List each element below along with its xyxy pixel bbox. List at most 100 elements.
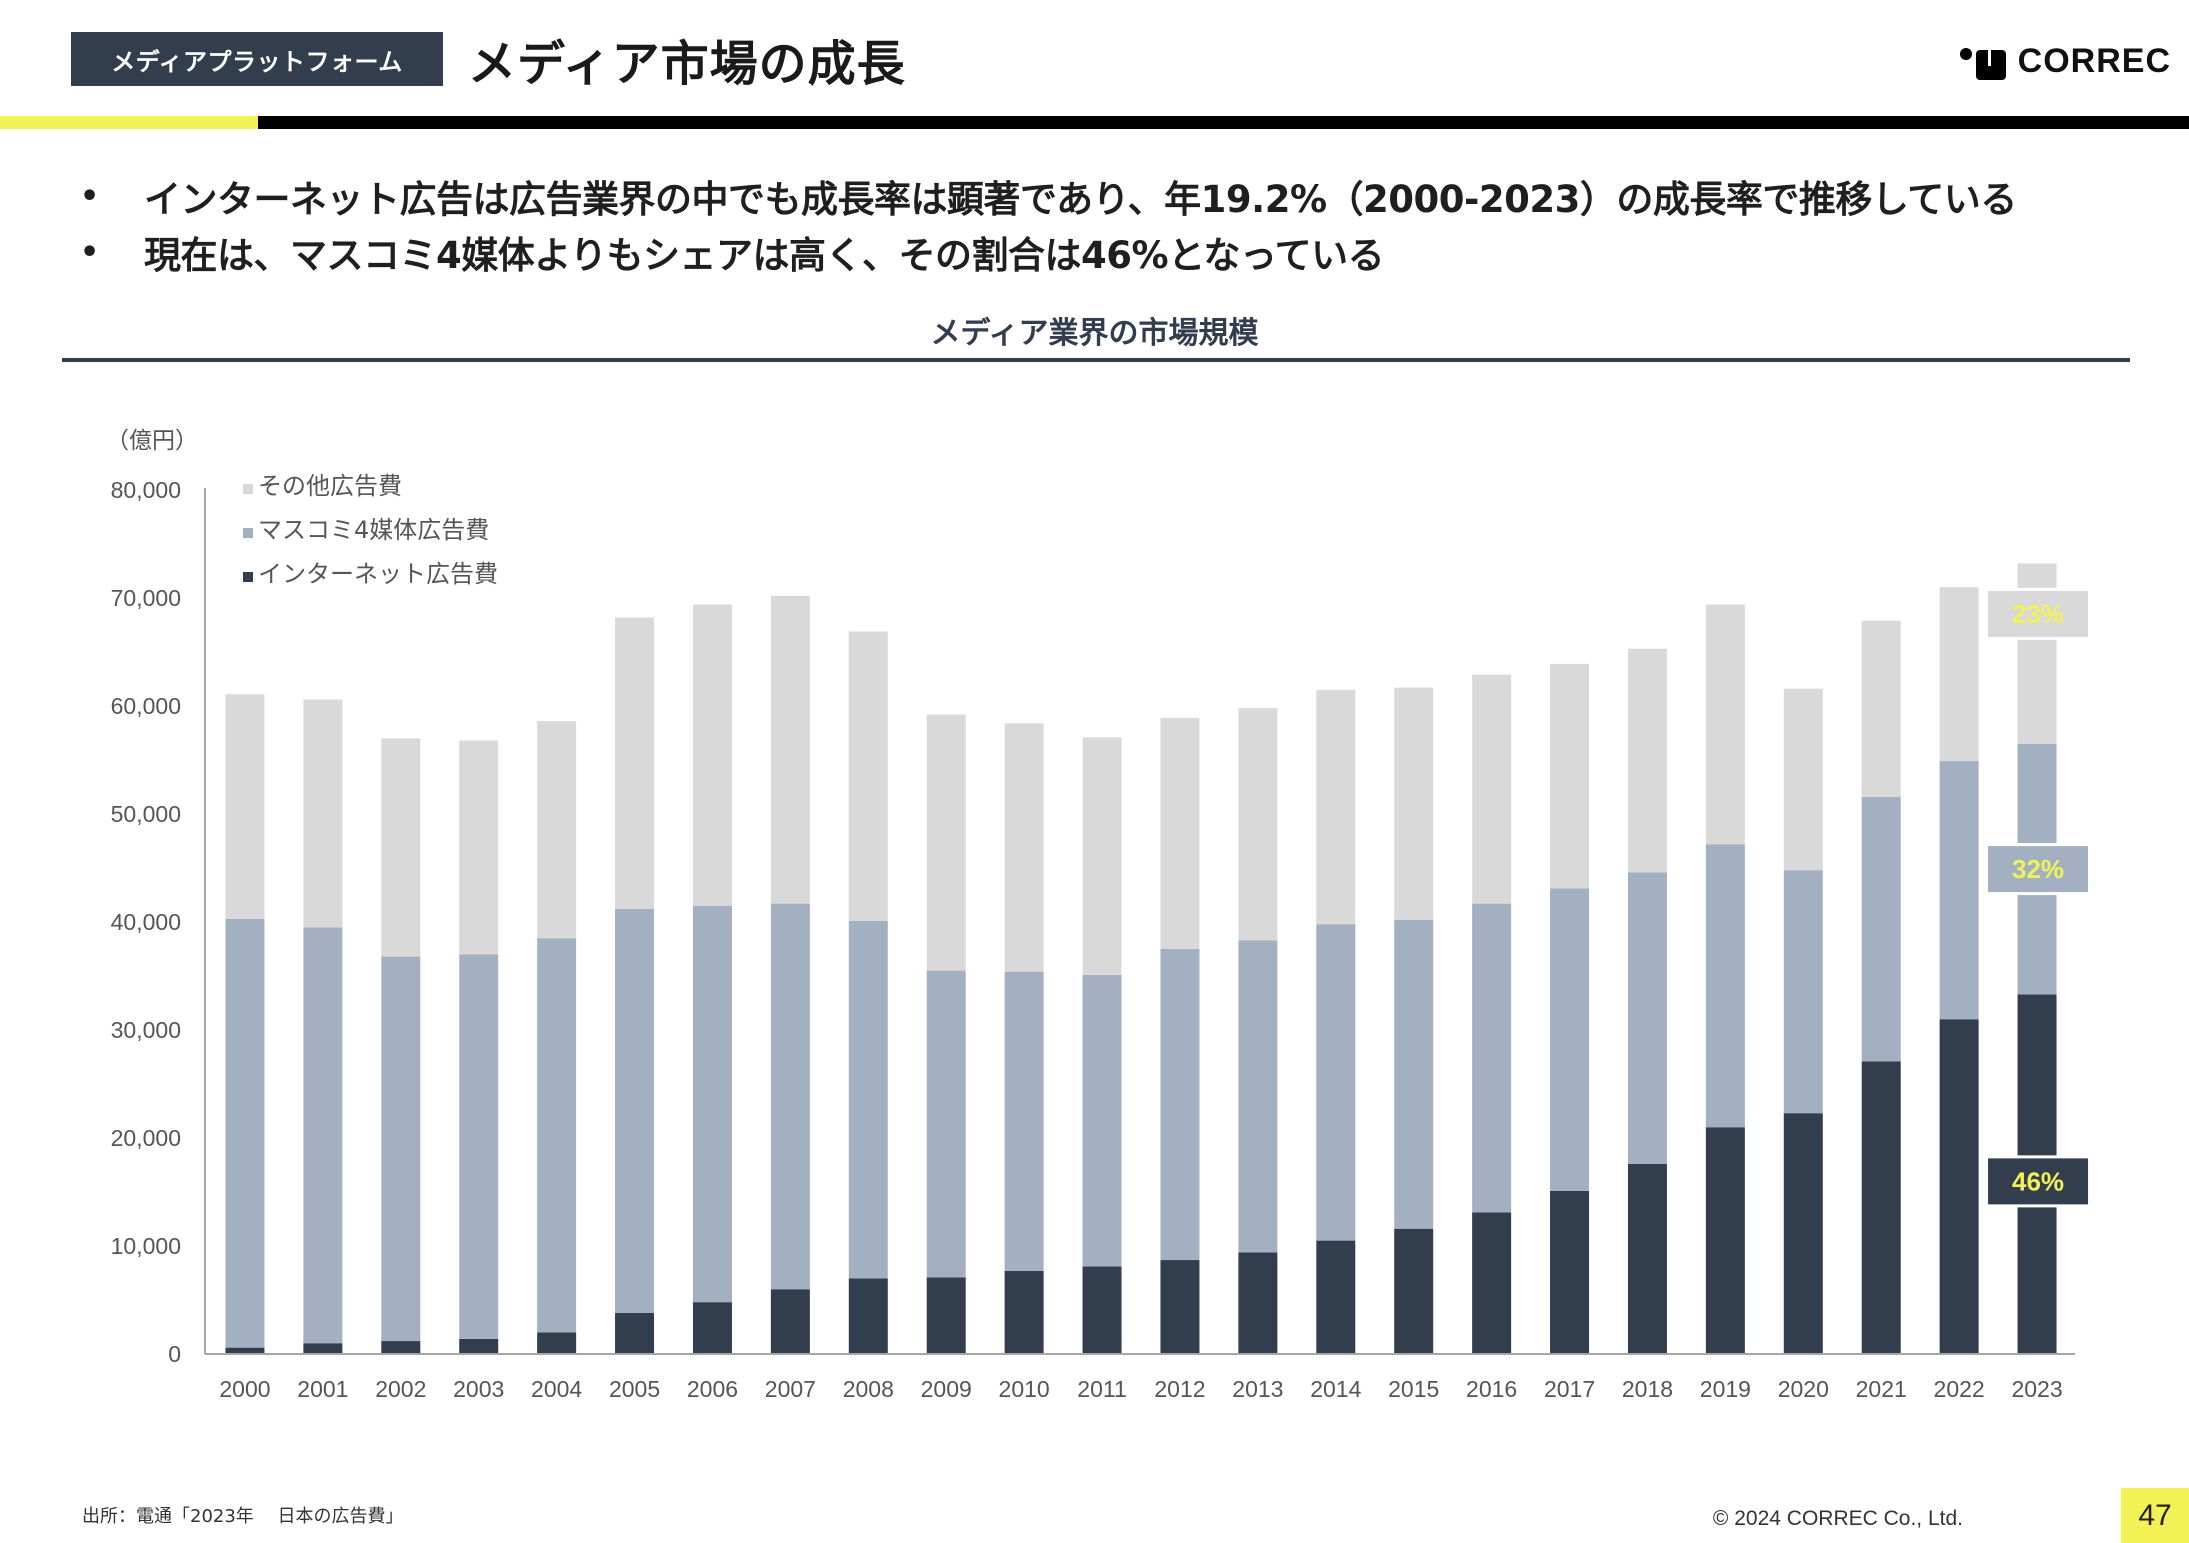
y-axis-ticks: 0 10,000 20,000 30,000 40,000 50,000 60,000 70,… [111, 477, 181, 1367]
bar-segment [381, 956, 421, 1342]
bar-segment [848, 631, 888, 921]
share-callout-box [1988, 1158, 2089, 1205]
x-tick-label: 2004 [531, 1376, 582, 1402]
share-callout-label: 46% [2012, 1166, 2064, 1196]
page-title: メディア市場の成長 [468, 36, 906, 92]
bar-segment [1939, 1019, 1979, 1354]
chart-title: メディア業界の市場規模 [930, 316, 1259, 351]
x-tick-label: 2006 [687, 1376, 738, 1402]
bullet-icon: • [80, 234, 99, 270]
y-tick-label: 80,000 [111, 477, 181, 503]
logo-text: CORREC [2017, 42, 2171, 80]
y-tick-label: 20,000 [111, 1125, 181, 1151]
bar-segment [303, 927, 343, 1344]
bar-segment [459, 954, 499, 1339]
bar-segment [1394, 1228, 1434, 1354]
bar-segment [1627, 648, 1667, 873]
bar-segment [459, 740, 499, 955]
x-tick-label: 2005 [609, 1376, 660, 1402]
bar-segment [615, 909, 655, 1313]
bar-segment [615, 1312, 655, 1354]
share-callout-label: 32% [2012, 854, 2064, 884]
bar-segment [1082, 737, 1122, 975]
bar-segment [770, 1289, 810, 1354]
x-tick-label: 2022 [1934, 1376, 1985, 1402]
x-tick-label: 2012 [1154, 1376, 1205, 1402]
header-accent-rule [0, 116, 258, 129]
bar-segment [1472, 1212, 1512, 1354]
x-tick-label: 2019 [1700, 1376, 1751, 1402]
x-tick-label: 2023 [2011, 1376, 2062, 1402]
bar-segment [1394, 919, 1434, 1229]
share-callout-box [1988, 590, 2089, 637]
bar-segment [1316, 1240, 1356, 1354]
x-tick-label: 2007 [765, 1376, 816, 1402]
bar-segment [1082, 1266, 1122, 1354]
page-number: 47 [2121, 1488, 2189, 1543]
bullet-item: • 現在は、マスコミ4媒体よりもシェアは高く、その割合は46%となっている [80, 224, 2017, 280]
bar-segment [225, 918, 265, 1348]
x-tick-label: 2013 [1232, 1376, 1283, 1402]
bar-segment [1316, 689, 1356, 925]
bar-segment [1705, 1127, 1745, 1354]
legend-label: インターネット広告費 [258, 560, 498, 588]
bar-segment [1394, 687, 1434, 920]
bar-segment [692, 1302, 732, 1354]
share-callout-label: 23% [2012, 599, 2064, 629]
bar-segment [1939, 587, 1979, 762]
bar-segment [381, 738, 421, 957]
bar-segment [1705, 604, 1745, 845]
bar-segment [1861, 1061, 1901, 1354]
copyright: © 2024 CORREC Co., Ltd. [1712, 1507, 1963, 1530]
x-tick-label: 2001 [297, 1376, 348, 1402]
bar-segment [537, 938, 577, 1333]
bar-segment [1472, 903, 1512, 1213]
bar-segment [225, 694, 265, 919]
bar-segment [692, 905, 732, 1303]
bar-segment [1004, 723, 1044, 972]
x-tick-label: 2017 [1544, 1376, 1595, 1402]
bar-segment [770, 903, 810, 1290]
bar-segment [1783, 1113, 1823, 1354]
bar-segment [1939, 761, 1979, 1020]
bar-segment [1004, 1270, 1044, 1354]
x-tick-label: 2008 [843, 1376, 894, 1402]
bullet-text: インターネット広告は広告業界の中でも成長率は顕著であり、年19.2%（2000-… [144, 178, 2017, 221]
bar-segment [1627, 872, 1667, 1164]
y-tick-label: 30,000 [111, 1017, 181, 1043]
y-axis-unit-label: （億円） [106, 428, 198, 454]
share-callouts: 23% 32% 46% [1988, 587, 2089, 1208]
bar-segment [926, 1277, 966, 1354]
bullet-item: • インターネット広告は広告業界の中でも成長率は顕著であり、年19.2%（200… [80, 168, 2017, 224]
y-tick-label: 60,000 [111, 693, 181, 719]
bar-segment [1783, 688, 1823, 871]
y-tick-label: 70,000 [111, 585, 181, 611]
source-note: 出所：電通「2023年 日本の広告費」 [82, 1506, 404, 1527]
legend-swatch [243, 528, 253, 538]
share-callout-box [1988, 846, 2089, 893]
x-tick-label: 2003 [453, 1376, 504, 1402]
bar-segment [1160, 949, 1200, 1261]
y-tick-label: 40,000 [111, 909, 181, 935]
x-tick-label: 2002 [375, 1376, 426, 1402]
y-tick-label: 50,000 [111, 801, 181, 827]
bar-segment [1627, 1163, 1667, 1354]
bullet-list: • インターネット広告は広告業界の中でも成長率は顕著であり、年19.2%（200… [80, 168, 2017, 280]
bar-segment [1861, 796, 1901, 1062]
bar-segment [1550, 663, 1590, 889]
bar-segment [1550, 888, 1590, 1191]
legend-label: その他広告費 [258, 472, 402, 500]
bar-segment [303, 699, 343, 928]
correc-logo-icon [1959, 44, 2006, 80]
x-tick-label: 2010 [999, 1376, 1050, 1402]
legend-label: マスコミ4媒体広告費 [258, 516, 489, 544]
bar-segment [1238, 1252, 1278, 1354]
bar-segment [1472, 674, 1512, 904]
bar-segment [926, 714, 966, 971]
bar-segment [1550, 1190, 1590, 1354]
bar-segment [848, 1278, 888, 1354]
bar-segment [537, 721, 577, 939]
legend-swatch [243, 572, 253, 582]
